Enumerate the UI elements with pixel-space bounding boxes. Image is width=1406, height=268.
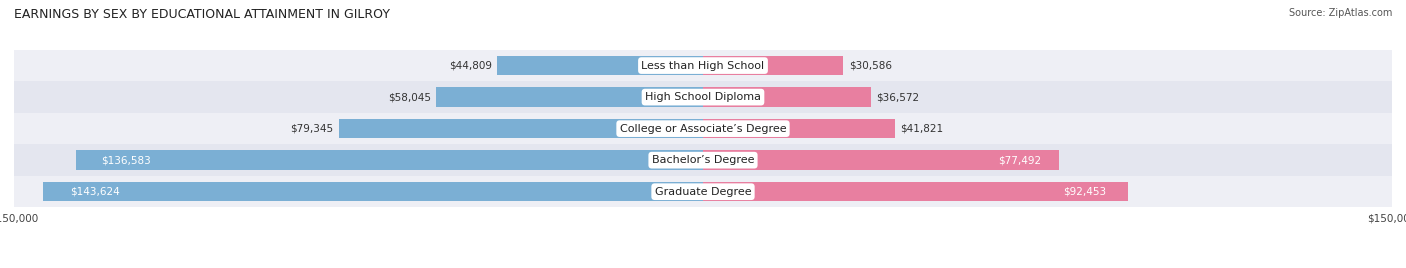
Text: EARNINGS BY SEX BY EDUCATIONAL ATTAINMENT IN GILROY: EARNINGS BY SEX BY EDUCATIONAL ATTAINMEN… <box>14 8 389 21</box>
Bar <box>14 81 1392 113</box>
Text: Less than High School: Less than High School <box>641 61 765 70</box>
Text: $79,345: $79,345 <box>290 124 333 134</box>
Text: $77,492: $77,492 <box>998 155 1040 165</box>
Bar <box>703 150 1059 170</box>
Text: $58,045: $58,045 <box>388 92 430 102</box>
Bar <box>339 119 703 138</box>
Text: $143,624: $143,624 <box>70 187 120 197</box>
Text: Bachelor’s Degree: Bachelor’s Degree <box>652 155 754 165</box>
Text: $41,821: $41,821 <box>901 124 943 134</box>
Bar <box>703 119 896 138</box>
Bar <box>498 56 703 75</box>
Bar <box>14 50 1392 81</box>
Bar <box>436 87 703 107</box>
Bar <box>14 144 1392 176</box>
Text: $44,809: $44,809 <box>449 61 492 70</box>
Text: $36,572: $36,572 <box>876 92 920 102</box>
Bar <box>703 56 844 75</box>
Text: College or Associate’s Degree: College or Associate’s Degree <box>620 124 786 134</box>
Text: $92,453: $92,453 <box>1063 187 1107 197</box>
Bar <box>76 150 703 170</box>
Text: $30,586: $30,586 <box>849 61 891 70</box>
Bar <box>44 182 703 202</box>
Bar <box>14 176 1392 207</box>
Text: High School Diploma: High School Diploma <box>645 92 761 102</box>
Text: Source: ZipAtlas.com: Source: ZipAtlas.com <box>1288 8 1392 18</box>
Bar <box>703 182 1128 202</box>
Bar <box>703 87 870 107</box>
Text: $136,583: $136,583 <box>101 155 150 165</box>
Text: Graduate Degree: Graduate Degree <box>655 187 751 197</box>
Bar <box>14 113 1392 144</box>
